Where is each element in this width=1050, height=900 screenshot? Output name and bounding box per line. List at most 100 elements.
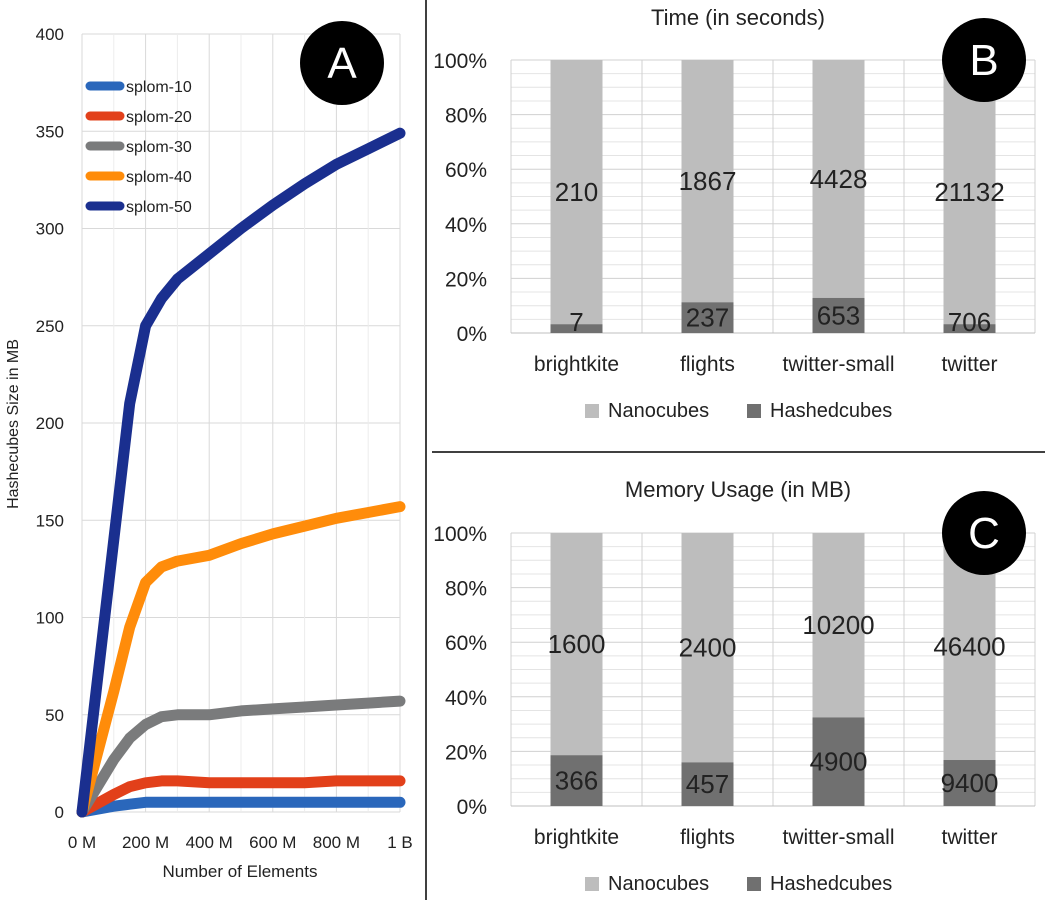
panel-a-legend-item: splom-10 bbox=[85, 79, 192, 96]
b-value-label-nanocubes: 21132 bbox=[934, 177, 1004, 207]
panel-c-stacked-bar-chart: Memory Usage (in MB) 0%20%40%60%80%100% … bbox=[433, 477, 1036, 895]
b-bar-nanocubes bbox=[681, 60, 734, 303]
b-category-label: brightkite bbox=[534, 353, 619, 376]
panel-b-legend: Nanocubes Hashedcubes bbox=[585, 400, 892, 422]
panel-a-y-tick-labels: 0 50 100 150 200 250 300 350 400 bbox=[36, 25, 64, 822]
b-legend-item: Hashedcubes bbox=[747, 400, 892, 422]
panel-a-x-tick: 200 M bbox=[122, 833, 169, 852]
panel-a-legend-item: splom-20 bbox=[85, 109, 192, 126]
b-bar-nanocubes bbox=[943, 60, 996, 325]
panel-a-x-tick-labels: 0 M 200 M 400 M 600 M 800 M 1 B bbox=[68, 833, 413, 852]
panel-a-y-tick: 100 bbox=[36, 609, 64, 628]
panel-a-series-lines bbox=[76, 127, 406, 818]
b-value-label-hashedcubes: 706 bbox=[948, 307, 991, 337]
b-value-label-nanocubes: 1867 bbox=[679, 166, 737, 196]
b-category-label: twitter-small bbox=[782, 353, 894, 376]
panel-b-category-labels: brightkite flights twitter-small twitter bbox=[534, 353, 998, 376]
b-bar-hashedcubes bbox=[812, 297, 865, 333]
c-bar-nanocubes bbox=[812, 533, 865, 718]
b-y-tick: 80% bbox=[445, 105, 487, 128]
panel-a-y-tick: 350 bbox=[36, 122, 64, 141]
panel-c-category-labels: brightkite flights twitter-small twitter bbox=[534, 826, 998, 849]
c-bar-hashedcubes bbox=[812, 717, 865, 806]
panel-a-legend: splom-10 splom-20 splom-30 splom-40 splom-50 bbox=[85, 79, 192, 216]
b-bar-nanocubes bbox=[550, 60, 603, 325]
c-y-tick: 60% bbox=[445, 632, 487, 655]
b-value-label-nanocubes: 210 bbox=[555, 177, 598, 207]
panel-a-y-axis-label: Hashecubes Size in MB bbox=[5, 339, 22, 509]
panel-c-title: Memory Usage (in MB) bbox=[625, 477, 851, 502]
panel-c-bars: 1600 366 2400 457 10200 4900 46400 9400 bbox=[548, 533, 1006, 806]
b-y-tick: 20% bbox=[445, 268, 487, 291]
panel-c-badge: C bbox=[942, 491, 1026, 575]
c-y-tick: 80% bbox=[445, 578, 487, 601]
panel-b-badge-circle bbox=[942, 18, 1026, 102]
b-value-label-hashedcubes: 7 bbox=[569, 307, 583, 337]
panel-b-badge: B bbox=[942, 18, 1026, 102]
panel-a-y-tick: 50 bbox=[45, 706, 64, 725]
panel-a-y-tick: 400 bbox=[36, 25, 64, 44]
panel-a-legend-label: splom-20 bbox=[126, 109, 192, 126]
panel-a-y-tick: 0 bbox=[55, 803, 64, 822]
c-legend-label: Nanocubes bbox=[608, 873, 709, 895]
panel-a-badge-letter: A bbox=[327, 39, 357, 88]
panel-a-x-tick: 1 B bbox=[387, 833, 413, 852]
panel-a-series-splom-20 bbox=[76, 775, 406, 818]
c-bar-nanocubes bbox=[550, 533, 603, 756]
c-value-label-hashedcubes: 4900 bbox=[810, 747, 868, 777]
b-y-tick: 40% bbox=[445, 214, 487, 237]
panel-a-x-tick: 400 M bbox=[186, 833, 233, 852]
c-legend-label: Hashedcubes bbox=[770, 873, 892, 895]
c-legend-item: Nanocubes bbox=[585, 873, 709, 895]
b-bar-hashedcubes bbox=[681, 302, 734, 333]
c-bar-nanocubes bbox=[681, 533, 734, 763]
c-bar-hashedcubes bbox=[943, 760, 996, 806]
b-y-tick: 0% bbox=[457, 323, 487, 346]
panel-a-x-tick: 800 M bbox=[313, 833, 360, 852]
b-legend-label: Nanocubes bbox=[608, 400, 709, 422]
panel-a-y-tick: 250 bbox=[36, 317, 64, 336]
c-category-label: twitter bbox=[941, 826, 997, 849]
panel-c-badge-circle bbox=[942, 491, 1026, 575]
panel-b-stacked-bar-chart: Time (in seconds) 0% 20% 40% 60% 80% 100% 210… bbox=[433, 5, 1036, 422]
panel-a-gridlines bbox=[81, 33, 401, 813]
panel-b-title: Time (in seconds) bbox=[651, 5, 825, 30]
c-value-label-hashedcubes: 9400 bbox=[941, 768, 999, 798]
b-y-tick: 100% bbox=[433, 50, 487, 73]
c-y-tick: 40% bbox=[445, 687, 487, 710]
panel-a-legend-label: splom-40 bbox=[126, 169, 192, 186]
c-bar-hashedcubes bbox=[550, 755, 603, 806]
panel-a-x-tick: 600 M bbox=[249, 833, 296, 852]
c-value-label-hashedcubes: 457 bbox=[686, 769, 729, 799]
panel-a-legend-item: splom-40 bbox=[85, 169, 192, 186]
c-y-tick: 0% bbox=[457, 796, 487, 819]
c-category-label: twitter-small bbox=[782, 826, 894, 849]
panel-b-bars: 210 7 1867 237 4428 653 21132 706 bbox=[550, 60, 1005, 337]
c-value-label-nanocubes: 2400 bbox=[679, 633, 737, 663]
panel-a-line-chart: 0 50 100 150 200 250 300 350 400 0 M 200 M 400 M 60… bbox=[5, 21, 413, 881]
b-category-label: flights bbox=[680, 353, 735, 376]
panel-a-badge: A bbox=[300, 21, 384, 105]
b-legend-item: Nanocubes bbox=[585, 400, 709, 422]
panel-a-series-splom-10 bbox=[76, 796, 406, 818]
panel-a-series-splom-30 bbox=[76, 695, 406, 818]
b-value-label-hashedcubes: 653 bbox=[817, 300, 860, 330]
c-value-label-nanocubes: 1600 bbox=[548, 629, 606, 659]
panel-a-series-splom-50 bbox=[76, 127, 406, 818]
b-bar-nanocubes bbox=[812, 60, 865, 298]
c-y-tick: 20% bbox=[445, 741, 487, 764]
b-legend-swatch bbox=[585, 404, 599, 418]
panel-a-legend-item: splom-30 bbox=[85, 139, 192, 156]
panel-c-badge-letter: C bbox=[968, 509, 1000, 558]
b-legend-label: Hashedcubes bbox=[770, 400, 892, 422]
panel-a-series-splom-40 bbox=[76, 501, 406, 818]
panel-a-y-tick: 300 bbox=[36, 220, 64, 239]
panel-a-x-tick: 0 M bbox=[68, 833, 96, 852]
panel-a-legend-label: splom-50 bbox=[126, 199, 192, 216]
panel-a-x-axis-label: Number of Elements bbox=[163, 862, 318, 881]
c-legend-swatch bbox=[747, 877, 761, 891]
c-legend-swatch bbox=[585, 877, 599, 891]
panel-c-y-tick-labels: 0% 20% 40% 60% 80% 100% bbox=[433, 523, 487, 819]
b-bar-hashedcubes bbox=[550, 324, 603, 333]
